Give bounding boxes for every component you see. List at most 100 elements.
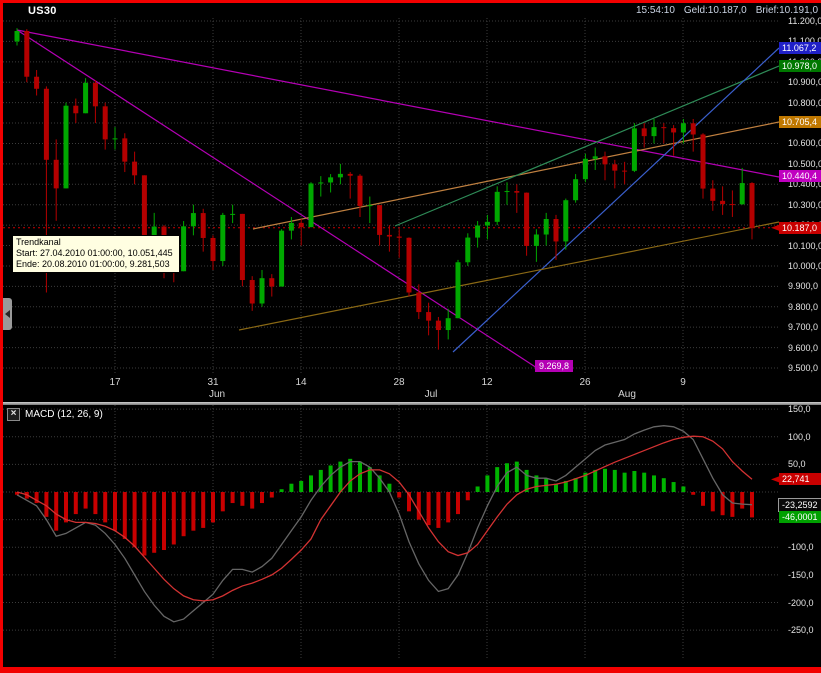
macd-axis-label: 150,0 bbox=[788, 404, 811, 415]
macd-scale: 150,0 100,0 50,0 -100,0 -150,0 -200,0 -250,0 bbox=[785, 404, 821, 658]
macd-histogram-bar bbox=[328, 465, 333, 492]
date-tick-label: 14 bbox=[295, 377, 307, 388]
macd-histogram-bar bbox=[83, 492, 88, 509]
macd-histogram-bar bbox=[603, 468, 607, 492]
macd-histogram-bar bbox=[730, 492, 735, 517]
macd-histogram-bar bbox=[426, 492, 431, 526]
macd-histogram-bar bbox=[456, 492, 460, 515]
macd-header: × MACD (12, 26, 9) bbox=[7, 408, 103, 421]
trendline bbox=[16, 29, 538, 369]
candlestick bbox=[396, 236, 402, 238]
macd-histogram-bar bbox=[230, 492, 235, 504]
macd-histogram-bar bbox=[554, 483, 558, 492]
macd-histogram-bar bbox=[348, 458, 353, 492]
price-axis-label: 10.500,0 bbox=[788, 158, 821, 169]
price-axis-label: 11.200,0 bbox=[788, 16, 821, 26]
macd-histogram-bar bbox=[740, 492, 745, 509]
time-scale[interactable]: 17 31 14 28 12 26 9 Jun Jul Aug bbox=[3, 374, 821, 402]
candlestick bbox=[337, 173, 343, 178]
candlestick bbox=[602, 156, 608, 165]
candlestick bbox=[543, 218, 549, 235]
date-tick-label: 12 bbox=[481, 377, 493, 388]
candlestick bbox=[210, 237, 216, 262]
macd-histogram-bar bbox=[534, 475, 539, 492]
macd-histogram-bar bbox=[54, 492, 59, 531]
candlestick bbox=[690, 123, 696, 135]
candlestick bbox=[367, 205, 373, 207]
trendline bbox=[452, 47, 779, 353]
candlestick bbox=[514, 191, 520, 193]
macd-close-button[interactable]: × bbox=[7, 408, 20, 421]
candlestick bbox=[700, 134, 706, 189]
macd-histogram-bar bbox=[681, 486, 686, 492]
macd-histogram-bar bbox=[250, 492, 255, 509]
price-axis-label: 9.800,0 bbox=[788, 301, 819, 312]
candlestick bbox=[475, 225, 481, 238]
candlestick bbox=[102, 106, 108, 140]
candlestick bbox=[710, 188, 716, 201]
candlestick bbox=[671, 128, 677, 133]
macd-histogram-bar bbox=[162, 492, 166, 551]
candlestick bbox=[504, 191, 510, 193]
panel-collapse-handle[interactable] bbox=[3, 298, 12, 330]
candlestick bbox=[465, 237, 471, 263]
price-axis-label: 10.400,0 bbox=[788, 179, 821, 190]
candlestick bbox=[749, 183, 755, 228]
price-axis-label: 10.000,0 bbox=[788, 260, 821, 271]
macd-histogram-bar bbox=[593, 469, 598, 492]
price-axis-label: 10.600,0 bbox=[788, 138, 821, 149]
candlestick bbox=[288, 222, 294, 231]
candlestick bbox=[24, 31, 30, 77]
date-tick-label: 17 bbox=[109, 377, 121, 388]
macd-histogram-bar bbox=[446, 492, 451, 523]
price-axis-label: 9.500,0 bbox=[788, 363, 819, 373]
candlestick bbox=[524, 192, 530, 246]
macd-histogram-bar bbox=[299, 480, 304, 492]
macd-histogram-bar bbox=[15, 492, 19, 495]
macd-axis-label: 100,0 bbox=[788, 431, 811, 442]
macd-axis-label: -250,0 bbox=[788, 625, 814, 636]
candlestick bbox=[553, 218, 559, 242]
price-chart-area[interactable]: 11.200,011.100,011.000,010.900,010.800,0… bbox=[3, 16, 821, 374]
candlestick bbox=[582, 158, 588, 180]
candlestick bbox=[298, 222, 304, 228]
macd-value-tag: -23,2592 bbox=[778, 497, 821, 512]
price-chart-canvas[interactable] bbox=[3, 18, 779, 374]
candlestick bbox=[494, 191, 500, 222]
trendline bbox=[16, 29, 779, 178]
macd-histogram-bar bbox=[358, 461, 362, 492]
bid-label: Geld:10.187,0 bbox=[683, 5, 747, 16]
macd-histogram-bar bbox=[387, 483, 392, 492]
candlestick bbox=[112, 138, 118, 140]
month-tick-label: Jun bbox=[208, 389, 226, 400]
macd-axis-label: 50,0 bbox=[788, 459, 806, 470]
macd-histogram-bar bbox=[661, 478, 666, 492]
candlestick bbox=[259, 278, 265, 304]
month-tick-label: Aug bbox=[618, 389, 636, 400]
candlestick bbox=[631, 128, 637, 171]
macd-histogram-bar bbox=[397, 492, 402, 498]
macd-axis-label: -100,0 bbox=[788, 542, 814, 553]
candlestick bbox=[122, 138, 128, 162]
macd-histogram-bar bbox=[505, 463, 509, 492]
candlestick bbox=[720, 200, 726, 205]
macd-histogram-bar bbox=[132, 492, 137, 548]
trendline-value-label: 9.269,8 bbox=[535, 360, 574, 372]
price-level-tag: 10.440,4 bbox=[779, 170, 821, 183]
macd-canvas[interactable] bbox=[3, 405, 779, 658]
macd-panel[interactable]: 150,0 100,0 50,0 -100,0 -150,0 -200,0 -250,0 ×… bbox=[3, 404, 821, 658]
macd-histogram-bar bbox=[524, 469, 529, 492]
price-axis-label: 10.100,0 bbox=[788, 240, 821, 251]
macd-histogram-bar bbox=[612, 469, 617, 492]
candlestick bbox=[680, 123, 686, 133]
candlestick bbox=[435, 320, 441, 331]
price-level-tag: 10.705,4 bbox=[779, 115, 821, 128]
trendlines-layer[interactable] bbox=[16, 29, 779, 369]
candlestick bbox=[181, 226, 187, 272]
quote-info: 15:54:10 Geld:10.187,0 Brief:10.191,0 bbox=[636, 5, 818, 16]
macd-histogram-bar bbox=[632, 471, 637, 492]
panel-divider[interactable] bbox=[3, 402, 821, 405]
candlestick bbox=[347, 173, 353, 176]
macd-histogram-bar bbox=[73, 492, 78, 515]
macd-histogram-bar bbox=[260, 492, 264, 504]
